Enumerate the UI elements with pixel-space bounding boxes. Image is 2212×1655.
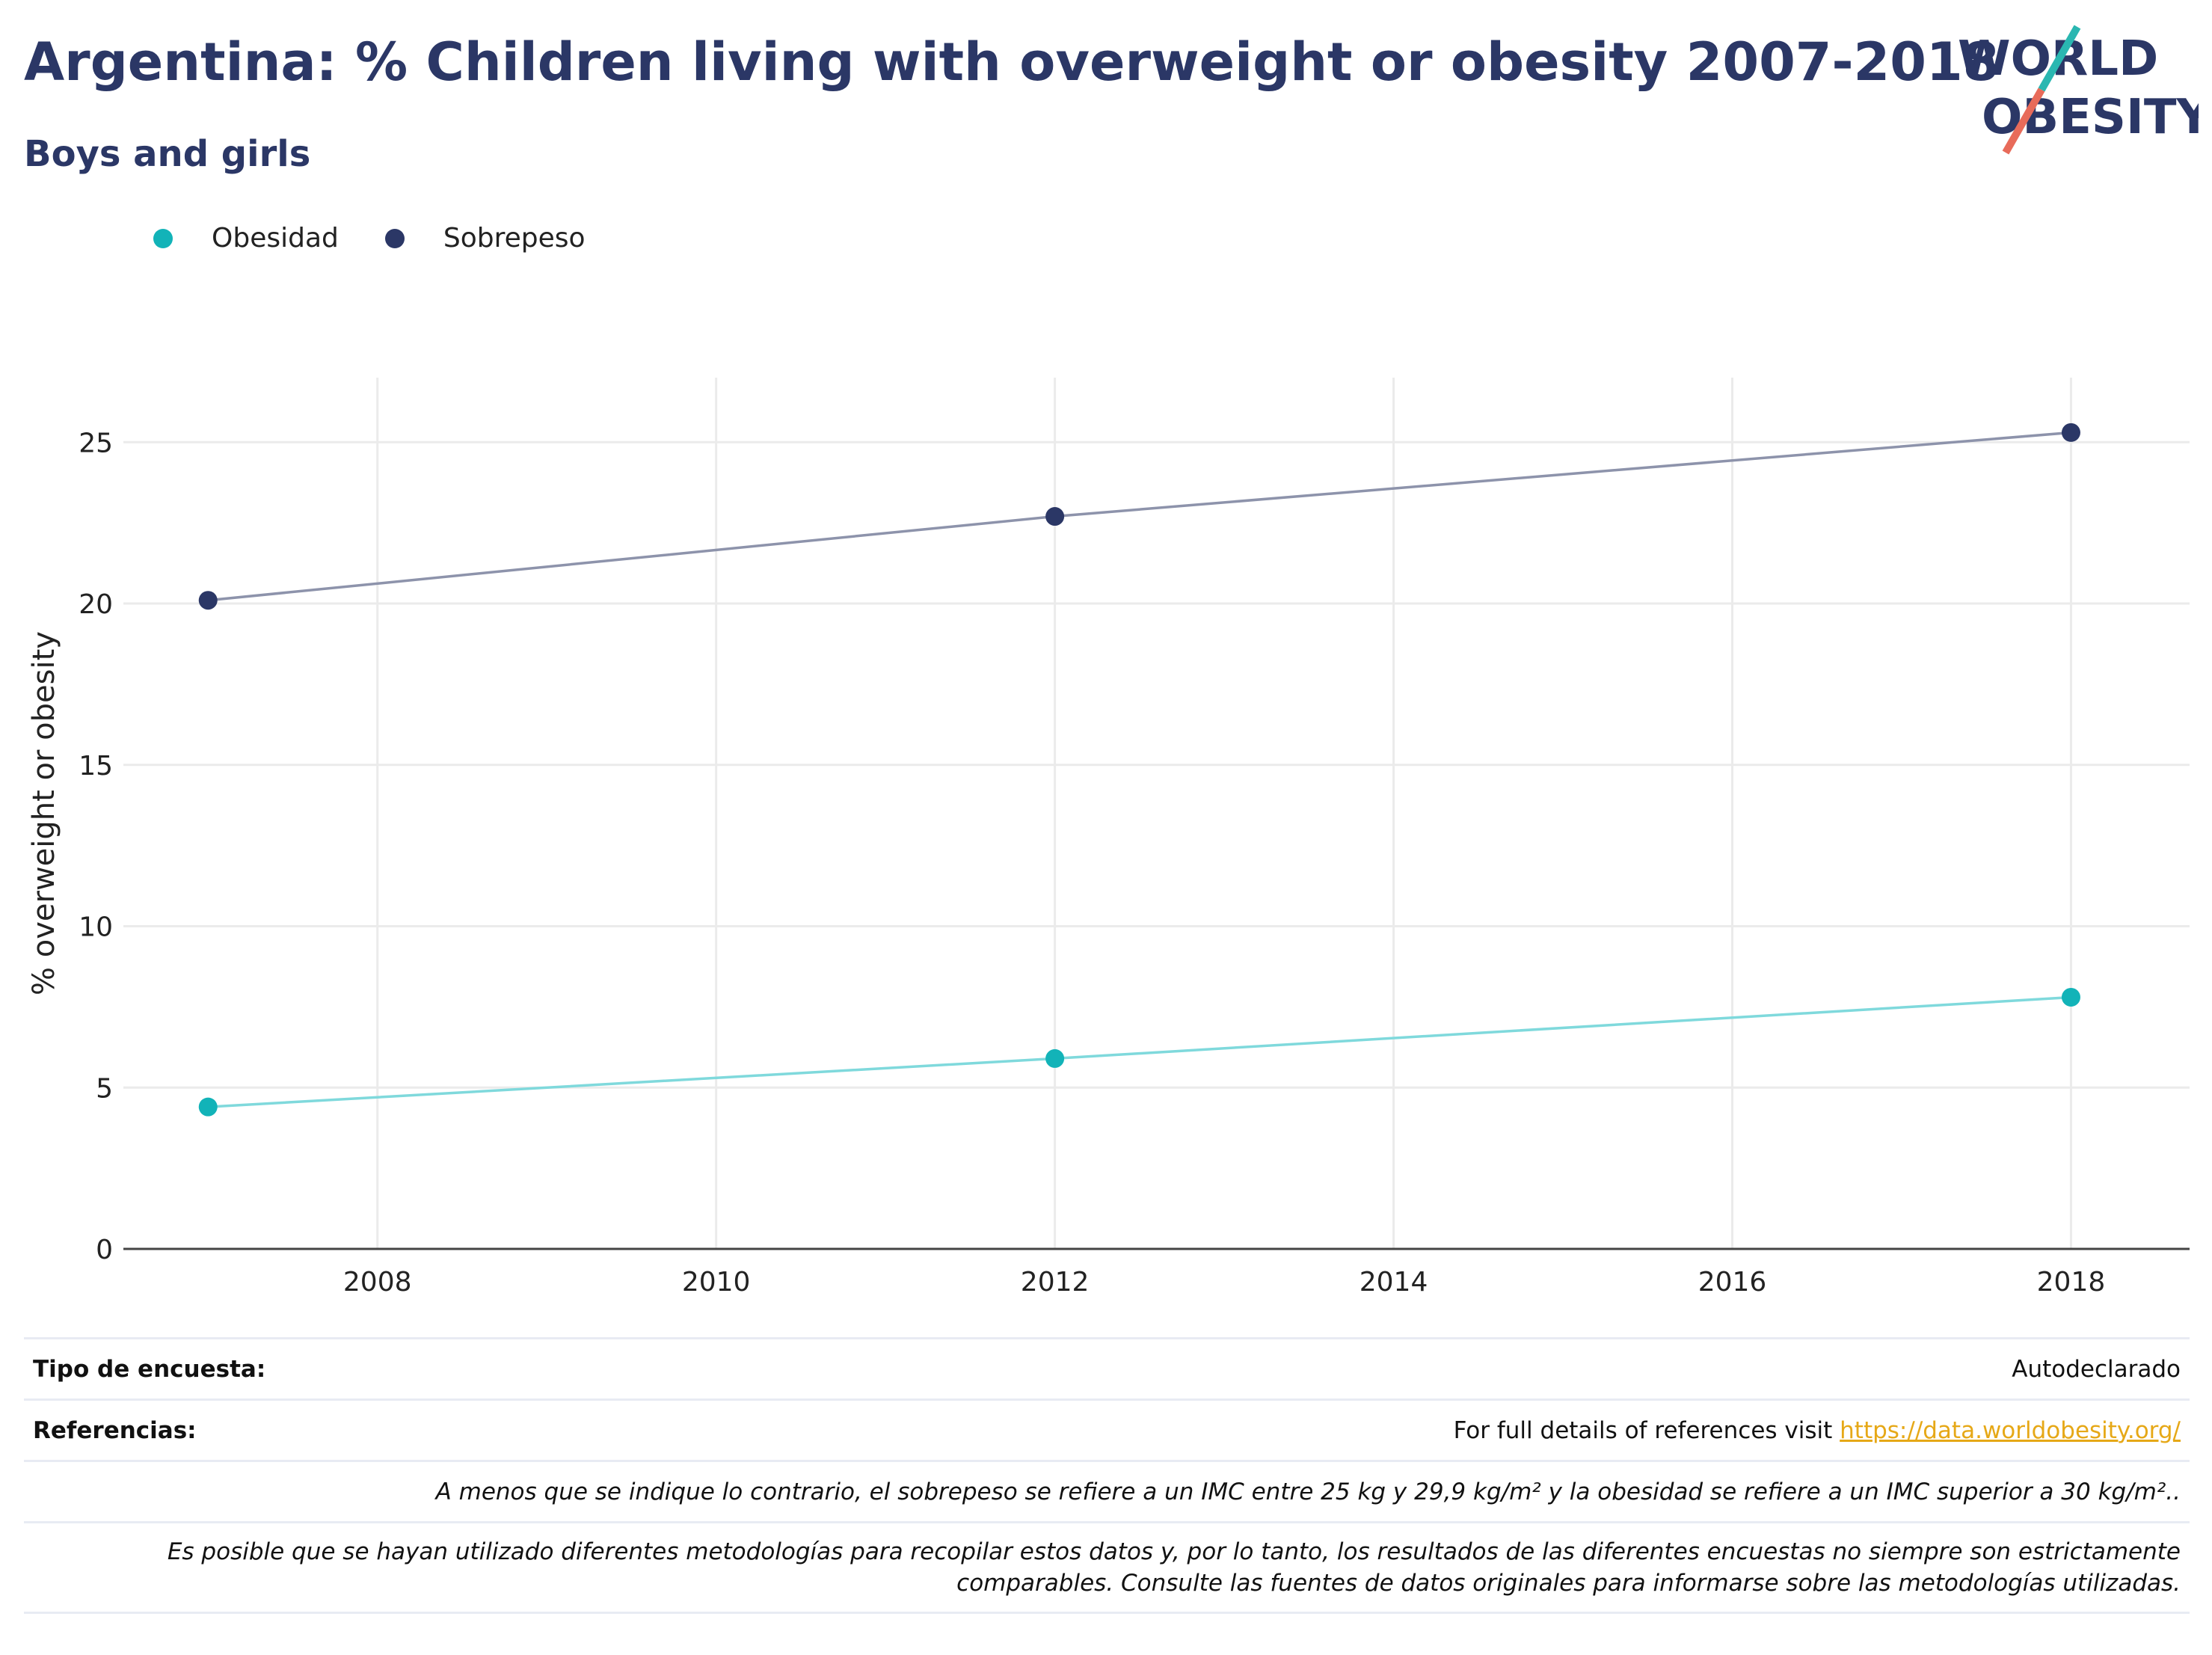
legend-label-obesidad: Obesidad (212, 223, 339, 254)
survey-type-row: Tipo de encuesta: Autodeclarado (24, 1337, 2190, 1398)
y-tick-label: 5 (96, 1073, 113, 1104)
series-line-obesidad (208, 995, 2071, 1108)
world-obesity-logo: WORLD OBESITY (1958, 25, 2199, 155)
survey-type-label: Tipo de encuesta: (33, 1355, 266, 1383)
x-tick-label: 2012 (1021, 1267, 1090, 1298)
x-tick-label: 2016 (1698, 1267, 1767, 1298)
data-point-sobrepeso (1045, 507, 1065, 526)
y-axis-title: % overweight or obesity (27, 631, 61, 995)
chart-title: Argentina: % Children living with overwe… (24, 31, 2000, 93)
methodology-note: Es posible que se hayan utilizado difere… (33, 1536, 2181, 1599)
series-line-sobrepeso (208, 431, 2071, 602)
methodology-note-line2: comparables. Consulte las fuentes de dat… (956, 1570, 2181, 1597)
data-point-obesidad (2061, 987, 2080, 1007)
chart-legend: Obesidad Sobrepeso (153, 223, 632, 254)
references-text: For full details of references visit (1453, 1416, 1833, 1444)
legend-item-sobrepeso[interactable]: Sobrepeso (384, 223, 586, 254)
data-point-sobrepeso (2061, 423, 2080, 442)
data-point-obesidad (1045, 1048, 1065, 1068)
legend-marker-sobrepeso (384, 228, 405, 248)
data-point-sobrepeso (198, 591, 218, 610)
logo-slash-teal (2038, 25, 2081, 92)
references-row: Referencias: For full details of referen… (24, 1398, 2190, 1460)
definition-note-row: A menos que se indique lo contrario, el … (24, 1460, 2190, 1521)
x-tick-label: 2010 (682, 1267, 751, 1298)
y-tick-label: 25 (79, 428, 113, 458)
x-tick-label: 2018 (2037, 1267, 2106, 1298)
references-value: For full details of references visit htt… (1454, 1417, 2181, 1444)
x-tick-label: 2008 (343, 1267, 412, 1298)
references-label: Referencias: (33, 1416, 197, 1444)
x-tick-label: 2014 (1360, 1267, 1428, 1298)
data-point-obesidad (198, 1097, 218, 1117)
chart-subtitle: Boys and girls (24, 133, 311, 175)
methodology-note-line1: Es posible que se hayan utilizado difere… (167, 1538, 2181, 1565)
methodology-note-row: Es posible que se hayan utilizado difere… (24, 1521, 2190, 1614)
line-chart: 2008 2010 2012 2014 2016 2018 0 5 10 15 20 25 % over… (27, 378, 2190, 1298)
logo-slash-coral (2002, 87, 2045, 155)
legend-marker-obesidad (153, 228, 173, 248)
chart-footer: Tipo de encuesta: Autodeclarado Referenc… (24, 1337, 2190, 1614)
survey-type-value: Autodeclarado (2012, 1355, 2181, 1383)
y-tick-label: 20 (79, 589, 113, 620)
y-tick-label: 0 (96, 1235, 113, 1265)
y-tick-label: 10 (79, 912, 113, 943)
definition-note: A menos que se indique lo contrario, el … (435, 1478, 2181, 1505)
y-tick-label: 15 (79, 751, 113, 782)
references-link[interactable]: https://data.worldobesity.org/ (1840, 1416, 2181, 1444)
legend-label-sobrepeso: Sobrepeso (443, 223, 586, 254)
legend-item-obesidad[interactable]: Obesidad (153, 223, 339, 254)
